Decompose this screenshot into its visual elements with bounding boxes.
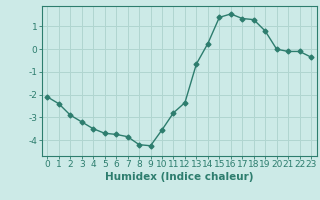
X-axis label: Humidex (Indice chaleur): Humidex (Indice chaleur) xyxy=(105,172,253,182)
